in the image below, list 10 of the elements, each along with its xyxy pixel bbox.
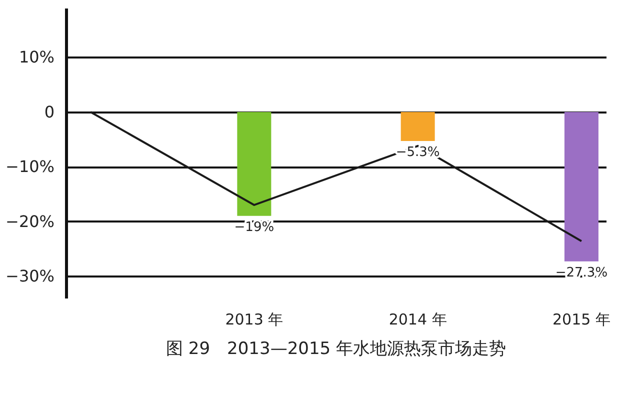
- x-tick-label: 2014 年: [388, 310, 447, 328]
- x-tick-label: 2015 年: [552, 310, 610, 328]
- text: 图 29 2013—2015 年水地源热泵市场走势: [166, 339, 506, 359]
- y-tick-label: 0: [44, 102, 54, 122]
- y-tick-label: −20%: [6, 212, 54, 231]
- y-tick-label: −10%: [6, 157, 54, 176]
- y-tick-label: −30%: [6, 266, 54, 286]
- data-label: −19%: [234, 220, 274, 235]
- x-tick-label: 2013 年: [225, 310, 284, 328]
- y-tick-label: 10%: [18, 48, 54, 67]
